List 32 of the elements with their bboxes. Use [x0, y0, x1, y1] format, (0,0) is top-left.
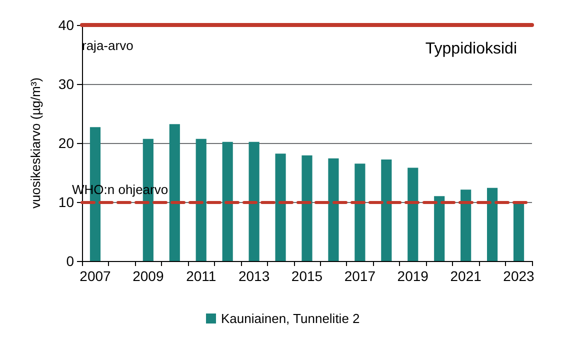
bar: [302, 155, 312, 261]
x-tick-label: 2015: [291, 268, 323, 284]
bar: [434, 196, 445, 261]
x-tick-label: 2017: [344, 268, 376, 284]
bar: [408, 168, 418, 261]
y-tick-label: 30: [58, 76, 74, 92]
bar: [354, 164, 366, 261]
x-tick-label: 2009: [132, 268, 164, 284]
bar: [328, 158, 339, 261]
bar: [248, 142, 260, 261]
y-tick-label: 0: [66, 253, 74, 269]
x-tick-label: 2007: [80, 268, 112, 284]
bar: [275, 154, 286, 261]
x-tick-label: 2011: [186, 268, 216, 284]
text: Typpidioksidi: [425, 40, 518, 58]
bar: [381, 160, 392, 261]
y-tick-label: 10: [58, 194, 74, 210]
x-tick-label: 2023: [503, 268, 535, 284]
legend-label: Kauniainen, Tunnelitie 2: [220, 311, 360, 326]
x-tick-label: 2021: [450, 268, 482, 284]
y-tick-label: 20: [58, 135, 74, 151]
bar: [513, 202, 524, 261]
y-axis-title: vuosikeskiarvo (µg/m³): [28, 77, 43, 209]
bar: [169, 124, 180, 261]
bar: [222, 142, 233, 261]
bar: [460, 190, 472, 261]
x-tick-label: 2019: [397, 268, 429, 284]
bar: [196, 138, 206, 261]
y-tick-label: 40: [58, 17, 74, 33]
bar: [487, 188, 498, 261]
ref-line-label: raja-arvo: [82, 38, 134, 53]
x-tick-label: 2013: [238, 268, 270, 284]
